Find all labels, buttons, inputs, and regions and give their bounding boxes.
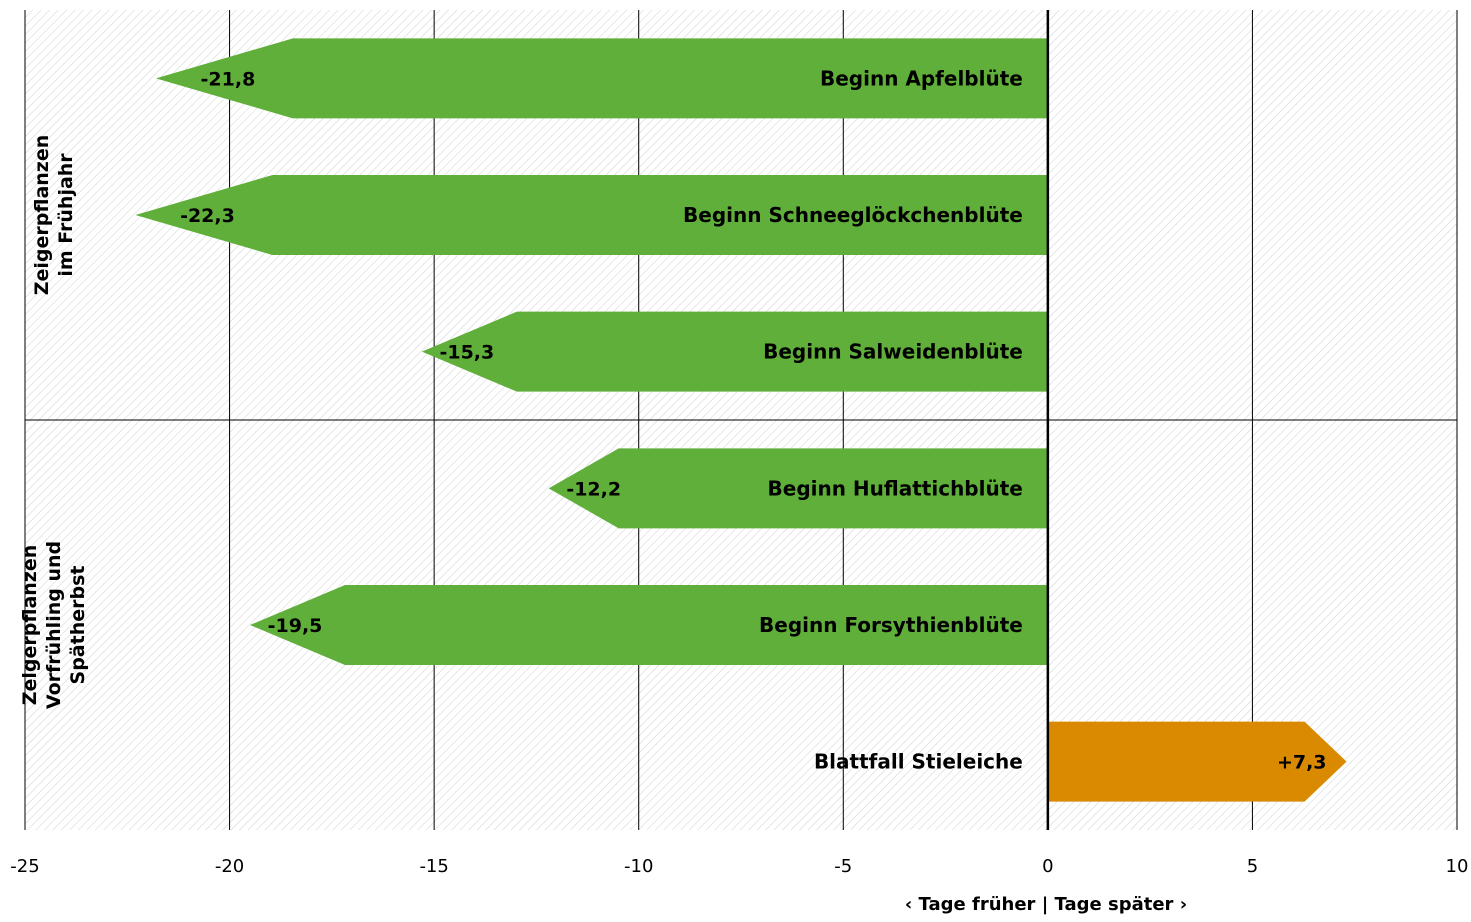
bar bbox=[1047, 721, 1347, 802]
x-tick-label: -25 bbox=[10, 856, 39, 877]
bar-category-label: Beginn Apfelblüte bbox=[820, 66, 1023, 90]
bar-value-label: -22,3 bbox=[180, 205, 235, 227]
x-tick-label: -15 bbox=[419, 856, 448, 877]
bar bbox=[250, 585, 1048, 665]
x-tick-label: -5 bbox=[834, 856, 852, 877]
bar bbox=[155, 38, 1048, 119]
bar-category-label: Beginn Huflattichblüte bbox=[768, 476, 1023, 500]
bars: Beginn Apfelblüte -21,8 Beginn Schneeglöck… bbox=[135, 38, 1347, 802]
bar-value-label: +7,3 bbox=[1277, 752, 1327, 774]
bar bbox=[548, 448, 1048, 529]
group-label: Spätherbst bbox=[67, 566, 89, 685]
x-axis-label: ‹ Tage früher | Tage später › bbox=[905, 894, 1187, 915]
bar-category-label: Blattfall Stieleiche bbox=[814, 750, 1023, 774]
x-tick-labels: -25 -20 -15 -10 -5 0 5 10 bbox=[10, 856, 1468, 877]
bar bbox=[135, 175, 1048, 255]
bar-category-label: Beginn Schneeglöckchenblüte bbox=[683, 203, 1023, 227]
bar-category-label: Beginn Forsythienblüte bbox=[759, 613, 1023, 637]
x-tick-label: 10 bbox=[1446, 856, 1469, 877]
x-tick-label: -10 bbox=[624, 856, 653, 877]
bar bbox=[421, 311, 1048, 392]
bar-value-label: -15,3 bbox=[439, 342, 494, 364]
bar-value-label: -19,5 bbox=[268, 615, 323, 637]
group-label: Vorfrühling und bbox=[43, 541, 65, 709]
bar-value-label: -21,8 bbox=[201, 68, 256, 90]
bar-category-label: Beginn Salweidenblüte bbox=[763, 340, 1023, 364]
group-label: Zeigerpflanzen bbox=[19, 545, 41, 706]
group-label: Zeigerpflanzen bbox=[31, 135, 53, 296]
group-label: im Frühjahr bbox=[55, 153, 77, 277]
x-tick-label: -20 bbox=[215, 856, 244, 877]
bar-value-label: -12,2 bbox=[566, 478, 621, 500]
x-tick-label: 0 bbox=[1042, 856, 1053, 877]
x-tick-label: 5 bbox=[1247, 856, 1258, 877]
